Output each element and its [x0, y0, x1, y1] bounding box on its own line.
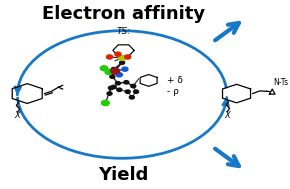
Text: TS:: TS: — [116, 27, 130, 36]
Text: + δ
- ρ: + δ - ρ — [167, 76, 183, 96]
Circle shape — [102, 100, 109, 106]
Circle shape — [108, 86, 113, 90]
Circle shape — [125, 90, 130, 93]
Circle shape — [129, 96, 134, 99]
Circle shape — [122, 67, 128, 71]
Circle shape — [134, 90, 139, 93]
Text: X: X — [224, 111, 230, 120]
Circle shape — [119, 61, 125, 64]
Circle shape — [111, 68, 119, 74]
Circle shape — [111, 67, 116, 71]
Circle shape — [117, 88, 122, 91]
Text: X: X — [14, 111, 20, 120]
Text: Electron affinity: Electron affinity — [42, 5, 205, 23]
Circle shape — [106, 55, 113, 59]
Circle shape — [131, 84, 136, 88]
Circle shape — [110, 75, 115, 78]
Circle shape — [119, 56, 126, 60]
Circle shape — [115, 82, 120, 85]
Circle shape — [100, 66, 108, 71]
Text: Yield: Yield — [98, 166, 149, 184]
Circle shape — [115, 52, 121, 56]
Text: N-Ts: N-Ts — [273, 78, 288, 87]
Circle shape — [111, 85, 116, 89]
Circle shape — [116, 73, 122, 77]
Circle shape — [107, 92, 112, 95]
Circle shape — [105, 70, 112, 74]
Circle shape — [124, 81, 129, 84]
Circle shape — [125, 55, 131, 59]
